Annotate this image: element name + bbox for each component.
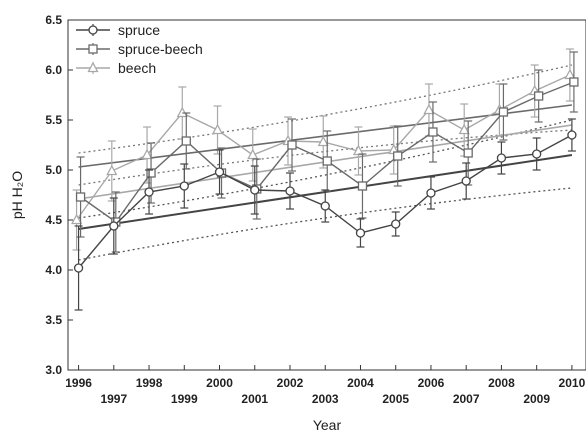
data-point-spruce: [144, 187, 154, 197]
data-point-beech: [176, 106, 188, 118]
y-axis-title: pH H₂O: [9, 171, 25, 219]
data-point-beech: [317, 135, 329, 147]
x-tick-label: 2006: [418, 376, 445, 390]
data-point-spruce: [496, 153, 507, 163]
y-tick-label: 3.0: [45, 363, 62, 377]
legend-label: spruce: [118, 22, 160, 38]
data-point-spruce: [109, 221, 119, 231]
data-point-spruce: [179, 181, 189, 191]
confidence-band-upper: [78, 64, 573, 154]
x-tick-label: 1996: [65, 376, 92, 390]
x-tick-label: 2004: [347, 376, 374, 390]
data-point-spruce-beech: [534, 91, 544, 101]
y-tick-label: 5.0: [45, 163, 62, 177]
x-tick-label: 2003: [312, 392, 339, 406]
x-tick-label: 2000: [206, 376, 233, 390]
data-point-spruce-beech: [75, 192, 86, 202]
data-point-beech: [564, 68, 576, 80]
data-point-spruce: [461, 176, 471, 186]
plot-frame: [67, 19, 586, 371]
data-point-spruce: [250, 185, 260, 195]
x-tick-label: 1997: [100, 392, 127, 406]
data-point-spruce-beech: [357, 181, 368, 191]
confidence-band-upper: [78, 119, 573, 219]
data-point-beech: [141, 148, 153, 160]
data-point-beech: [211, 123, 224, 135]
data-point-spruce-beech: [463, 148, 473, 158]
data-point-spruce-beech: [569, 77, 579, 87]
x-tick-label: 2002: [277, 376, 304, 390]
x-tick-label: 2010: [559, 376, 586, 390]
y-tick-label: 6.0: [45, 63, 62, 77]
data-point-spruce-beech: [393, 151, 403, 161]
data-point-spruce-beech: [88, 44, 98, 54]
data-point-spruce: [532, 149, 542, 159]
data-point-spruce: [391, 219, 401, 229]
legend-label: spruce-beech: [118, 41, 203, 57]
x-tick-label: 2007: [453, 392, 480, 406]
data-point-beech: [458, 123, 470, 135]
data-point-spruce: [567, 130, 577, 140]
data-point-spruce-beech: [287, 140, 297, 150]
data-point-spruce-beech: [498, 107, 509, 117]
data-point-beech: [70, 213, 83, 225]
data-point-spruce: [88, 25, 98, 35]
data-point-spruce: [320, 201, 330, 211]
y-tick-label: 4.0: [45, 263, 62, 277]
data-point-spruce: [73, 263, 84, 273]
data-point-spruce-beech: [322, 156, 332, 166]
x-tick-label: 2008: [488, 376, 515, 390]
data-point-spruce-beech: [428, 127, 438, 137]
data-point-beech: [87, 61, 99, 73]
data-point-spruce: [355, 228, 366, 238]
x-tick-label: 1999: [171, 392, 198, 406]
data-point-beech: [423, 103, 435, 115]
data-point-spruce-beech: [181, 136, 191, 146]
y-tick-label: 3.5: [45, 313, 62, 327]
data-point-beech: [106, 164, 118, 176]
data-point-spruce: [426, 188, 436, 198]
y-tick-label: 5.5: [45, 113, 62, 127]
x-tick-label: 2001: [241, 392, 268, 406]
x-tick-label: 2005: [382, 392, 409, 406]
legend-label: beech: [118, 60, 156, 76]
data-point-spruce: [214, 167, 225, 177]
data-point-spruce: [285, 186, 295, 196]
x-tick-label: 1998: [136, 376, 163, 390]
x-axis-title: Year: [313, 417, 342, 433]
y-tick-label: 4.5: [45, 213, 62, 227]
x-tick-label: 2009: [523, 392, 550, 406]
data-point-spruce-beech: [146, 168, 156, 178]
y-tick-label: 6.5: [45, 13, 62, 27]
